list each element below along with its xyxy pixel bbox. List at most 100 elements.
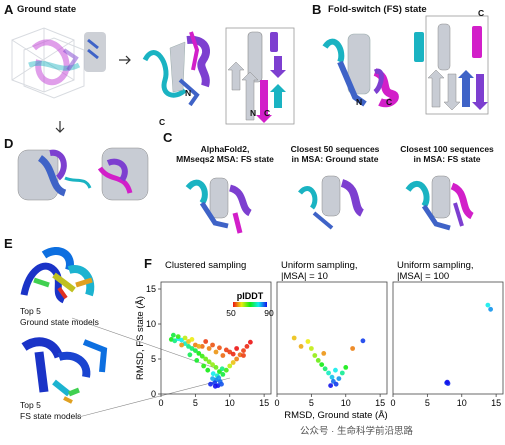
data-point-2 (336, 376, 342, 381)
data-point-1 (179, 342, 185, 348)
x-tick-label-1: 5 (193, 398, 198, 408)
data-point-1 (210, 376, 215, 381)
data-point-1 (175, 334, 181, 339)
fs-label-c: C (386, 97, 393, 107)
colorbar-max: 90 (264, 308, 274, 318)
data-point-2 (291, 335, 297, 341)
data-point-2 (321, 351, 327, 356)
data-point-1 (230, 360, 236, 365)
y-tick-label-1: 10 (146, 319, 156, 329)
data-point-1 (203, 356, 209, 362)
data-point-1 (210, 342, 215, 348)
data-point-1 (212, 383, 218, 389)
y-tick-label-1: 15 (146, 284, 156, 294)
topo-label-n: N (250, 108, 257, 118)
data-point-1 (216, 375, 222, 381)
data-point-1 (206, 359, 212, 365)
panel-e-letter: E (4, 236, 13, 251)
e-bottom-line-2: FS state models (20, 411, 82, 421)
x-tick-label-1: 15 (259, 398, 269, 408)
ground-state-topology-diagram (225, 27, 295, 125)
data-point-1 (199, 353, 205, 359)
data-point-2 (308, 346, 314, 351)
plot-title-3: Uniform sampling, (397, 260, 474, 271)
data-point-2 (360, 338, 366, 344)
data-point-2 (329, 374, 335, 380)
y-tick-label-1: 0 (151, 389, 156, 399)
panel-f-letter: F (144, 256, 152, 271)
data-point-1 (230, 351, 236, 357)
data-point-1 (223, 347, 229, 353)
plot-frame-2 (276, 281, 388, 395)
x-tick-label-1: 0 (158, 398, 163, 408)
data-point-2 (326, 370, 331, 376)
label-n: N (185, 88, 192, 98)
data-point-1 (192, 348, 198, 353)
plot-title2-2: |MSA| = 10 (281, 271, 328, 282)
data-point-1 (213, 349, 219, 355)
topo-label-c: C (264, 108, 271, 118)
data-point-1 (220, 353, 226, 358)
arrow-down-icon (55, 121, 65, 133)
data-point-1 (196, 351, 202, 356)
data-point-1 (170, 332, 176, 338)
data-point-2 (312, 353, 318, 358)
x-axis-label: RMSD, Ground state (Å) (284, 410, 387, 421)
plot-title-2: Uniform sampling, (281, 260, 358, 271)
data-point-1 (210, 362, 215, 367)
data-point-1 (194, 358, 200, 363)
data-point-1 (213, 365, 219, 370)
x-tick-label-3: 0 (390, 398, 395, 408)
data-point-2 (350, 346, 356, 351)
panel-a-title: Ground state (17, 4, 77, 15)
data-point-1 (206, 346, 212, 351)
e-top-line-1: Top 5 (20, 306, 41, 316)
data-point-2 (339, 370, 345, 376)
watermark: 公众号 · 生命科学前沿思路 (300, 426, 413, 437)
data-point-2 (322, 366, 328, 372)
ground-state-lattice-structure (11, 27, 106, 99)
data-point-1 (219, 366, 225, 372)
e-bottom-label: Top 5 FS state models (20, 400, 81, 422)
caption-1-line-2: MMseqs2 MSA: FS state (176, 154, 274, 164)
x-tick-label-2: 0 (274, 398, 279, 408)
caption-3-line-2: in MSA: FS state (413, 154, 481, 164)
data-point-1 (186, 344, 191, 349)
panel-d-letter: D (4, 136, 14, 151)
fs-state-ribbon (322, 33, 399, 108)
data-point-1 (187, 352, 193, 358)
data-point-1 (186, 339, 191, 344)
data-point-1 (208, 381, 213, 387)
x-tick-label-2: 15 (375, 398, 385, 408)
data-point-1 (196, 344, 202, 349)
caption-2-line-1: Closest 50 sequences (290, 144, 380, 154)
x-tick-label-1: 10 (225, 398, 235, 408)
data-point-1 (217, 345, 222, 351)
data-point-1 (220, 372, 226, 377)
x-tick-label-3: 15 (491, 398, 501, 408)
data-point-1 (205, 367, 211, 373)
data-point-1 (227, 349, 233, 355)
data-point-3 (485, 302, 491, 308)
data-point-1 (172, 338, 178, 344)
panel-c-caption-2: Closest 50 sequences in MSA: Ground stat… (280, 144, 390, 164)
data-point-2 (343, 365, 349, 370)
data-point-1 (189, 346, 195, 351)
data-point-1 (223, 367, 229, 373)
data-point-1 (227, 363, 233, 369)
caption-3-line-1: Closest 100 sequences (400, 144, 494, 154)
plot-title-1: Clustered sampling (165, 260, 246, 271)
panel-a-letter: A (4, 2, 14, 17)
panel-c-caption-3: Closest 100 sequences in MSA: FS state (392, 144, 502, 164)
plot-frame-3 (392, 281, 504, 395)
data-point-1 (244, 344, 250, 349)
data-point-3 (444, 379, 450, 385)
data-point-1 (210, 371, 216, 377)
y-axis-label: RMSD, FS state (Å) (135, 296, 146, 380)
caption-1-line-1: AlphaFold2, (200, 144, 250, 154)
data-point-1 (189, 337, 195, 342)
e-bottom-line-1: Top 5 (20, 400, 41, 410)
data-point-2 (333, 367, 338, 373)
fs-state-topology-diagram (414, 15, 489, 115)
